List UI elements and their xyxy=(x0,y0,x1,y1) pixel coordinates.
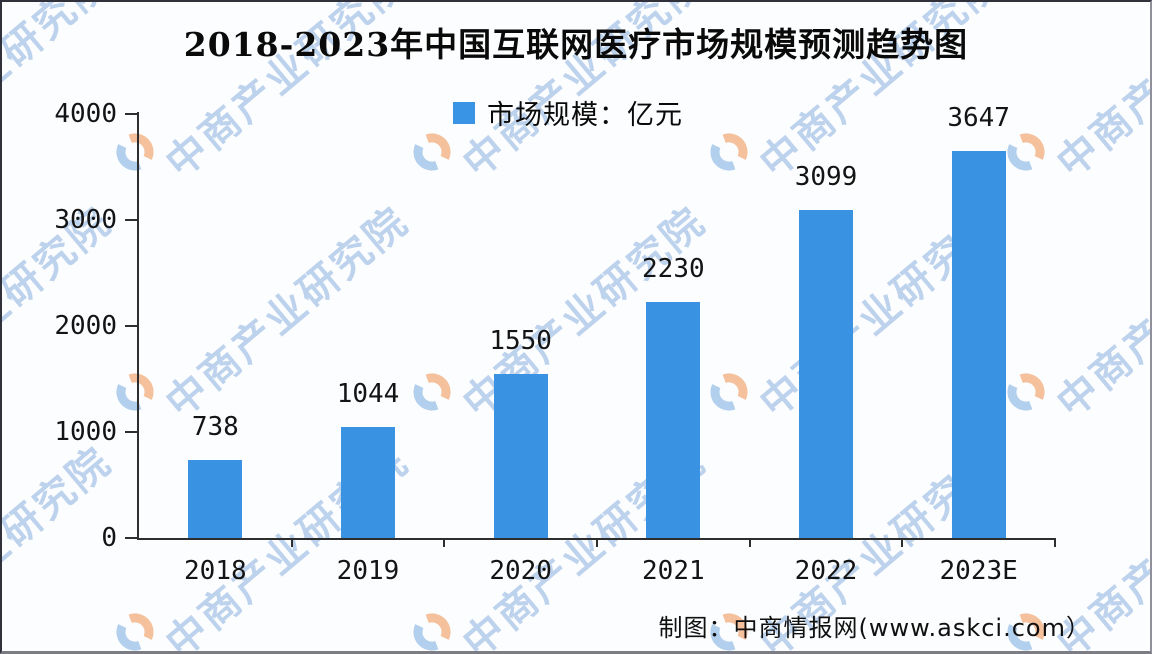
x-axis-label: 2018 xyxy=(184,556,247,586)
x-axis-tick xyxy=(901,538,904,547)
y-axis-tick-label: 1000 xyxy=(54,417,117,447)
x-axis-label: 2019 xyxy=(336,556,400,586)
x-axis-tick xyxy=(443,538,446,547)
x-axis-tick xyxy=(748,538,751,547)
y-axis-tick-label: 3000 xyxy=(54,205,117,235)
y-axis-tick xyxy=(125,537,137,539)
y-axis-line xyxy=(137,112,139,540)
bar xyxy=(646,301,701,538)
bar xyxy=(188,459,243,538)
x-axis-label: 2022 xyxy=(794,556,858,586)
x-axis-label: 2020 xyxy=(489,556,552,586)
bar xyxy=(799,209,853,538)
y-axis-tick xyxy=(125,431,137,433)
legend-label: 市场规模：亿元 xyxy=(487,100,683,131)
bar-value-label: 3099 xyxy=(794,161,858,192)
x-axis-label: 2021 xyxy=(642,556,705,586)
y-axis-tick xyxy=(125,219,137,221)
legend-swatch-icon xyxy=(453,101,475,124)
bar-value-label: 1044 xyxy=(336,379,400,410)
bar-value-label: 738 xyxy=(191,411,239,442)
x-axis-tick xyxy=(290,538,293,547)
y-axis-tick-label: 2000 xyxy=(54,311,117,341)
bar-value-label: 3647 xyxy=(947,103,1010,134)
bar xyxy=(951,151,1006,538)
x-axis-tick xyxy=(1054,538,1056,547)
y-axis-tick xyxy=(125,113,137,115)
chart-title: 2018-2023年中国互联网医疗市场规模预测趋势图 xyxy=(183,25,969,64)
x-axis-label: 2023E xyxy=(939,556,1018,586)
y-axis-tick xyxy=(125,325,137,327)
credit-line: 制图：中商情报网(www.askci.com） xyxy=(658,614,1091,642)
y-axis-tick-label: 4000 xyxy=(54,99,117,129)
bar-value-label: 2230 xyxy=(642,253,705,284)
bar-value-label: 1550 xyxy=(489,325,552,356)
x-axis-tick xyxy=(596,538,598,547)
legend: 市场规模：亿元 xyxy=(453,93,683,132)
bar xyxy=(341,427,395,538)
bar xyxy=(493,373,548,538)
y-axis-tick-label: 0 xyxy=(101,523,117,553)
